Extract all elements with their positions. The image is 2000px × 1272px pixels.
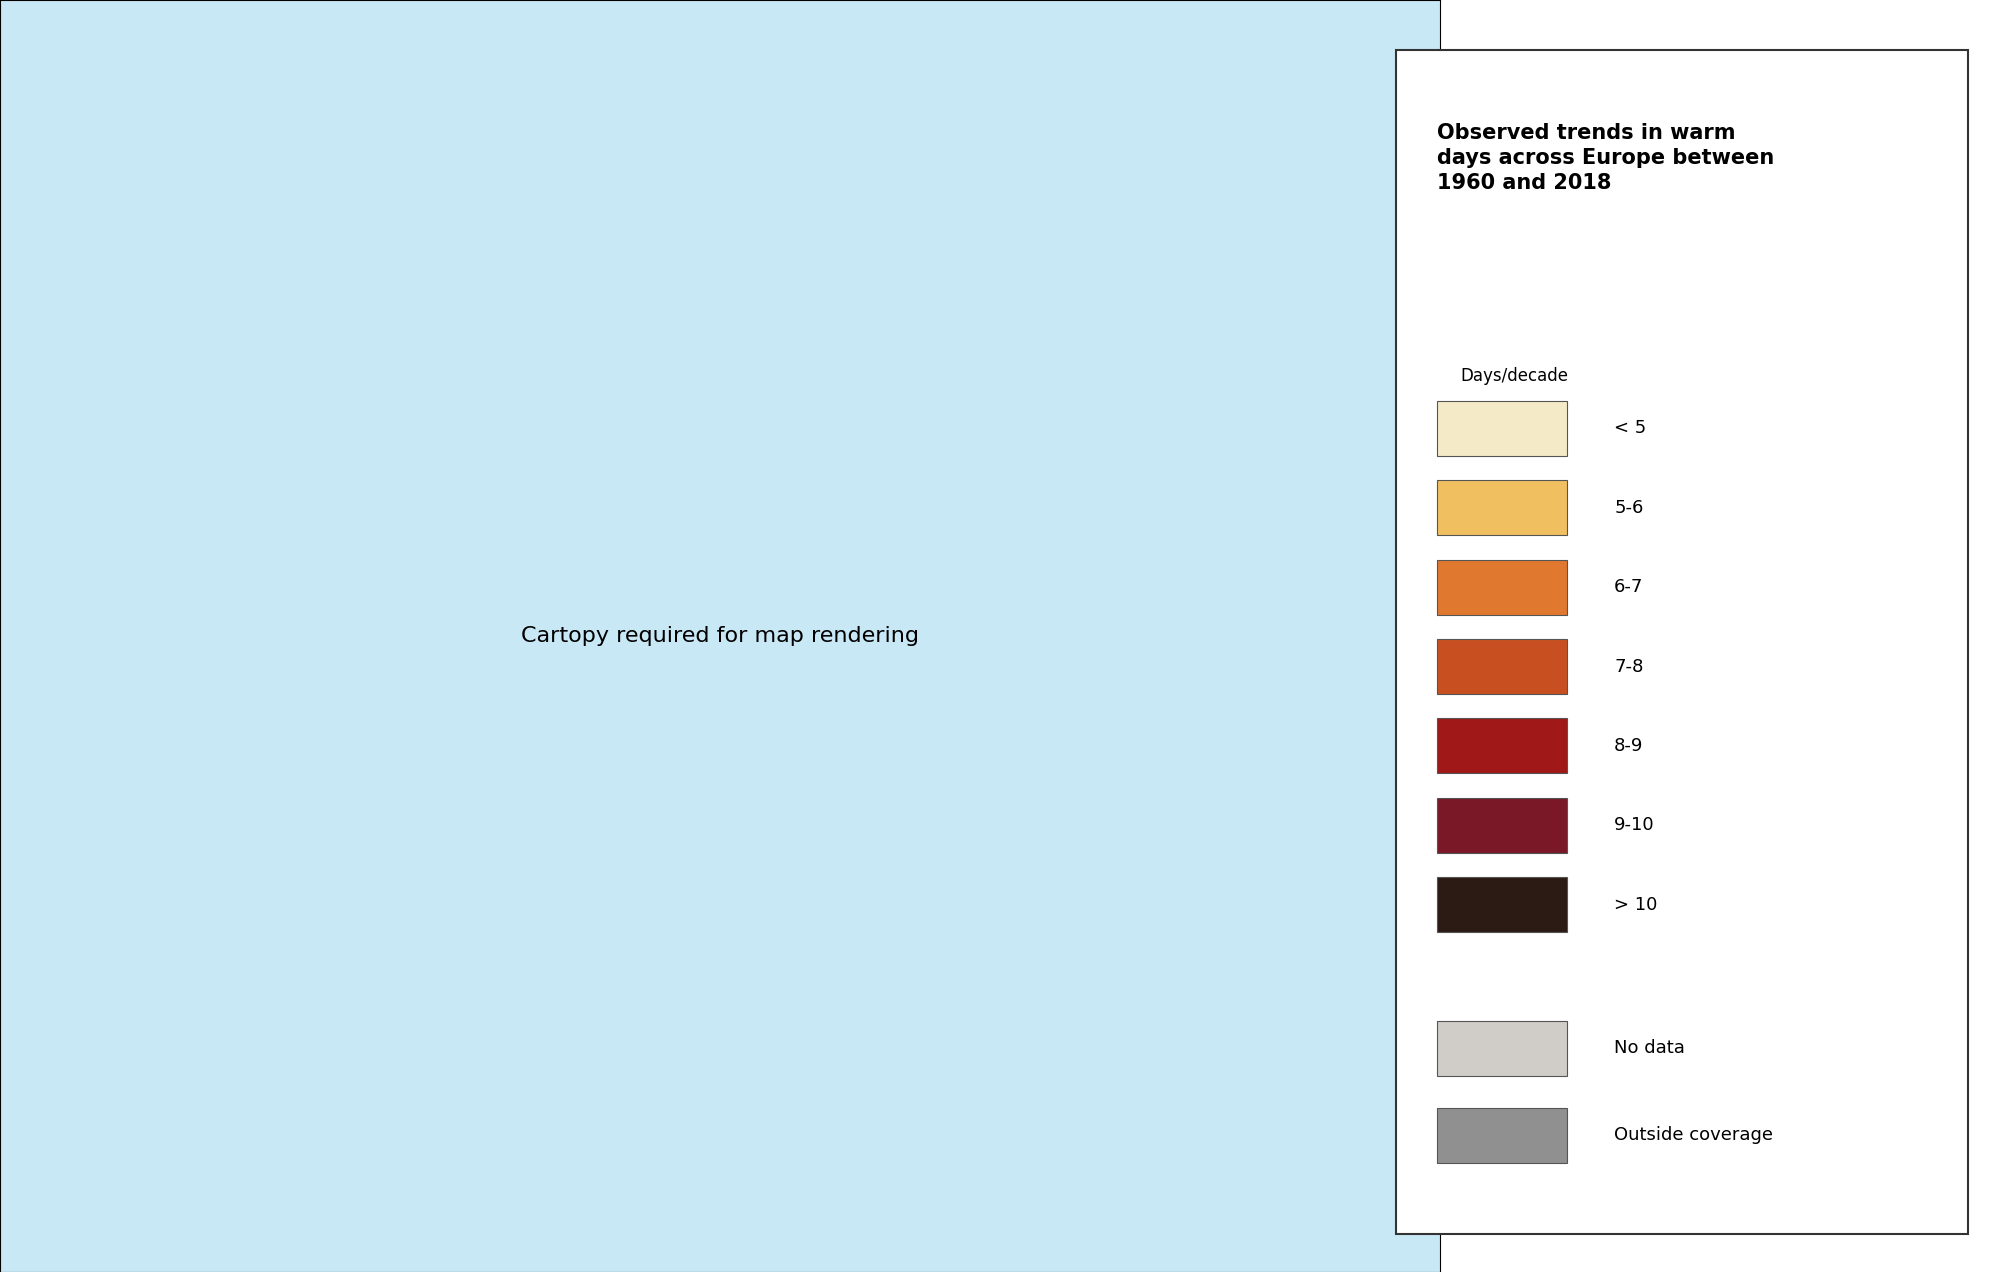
FancyBboxPatch shape (1438, 1108, 1568, 1163)
FancyBboxPatch shape (1438, 639, 1568, 695)
Text: > 10: > 10 (1614, 895, 1658, 913)
FancyBboxPatch shape (1396, 50, 1968, 1234)
FancyBboxPatch shape (1438, 878, 1568, 932)
Text: 7-8: 7-8 (1614, 658, 1644, 675)
Text: < 5: < 5 (1614, 420, 1646, 438)
FancyBboxPatch shape (1438, 719, 1568, 773)
Text: 5-6: 5-6 (1614, 499, 1644, 516)
Text: No data: No data (1614, 1039, 1686, 1057)
FancyBboxPatch shape (1438, 1020, 1568, 1076)
Text: 9-10: 9-10 (1614, 817, 1654, 834)
FancyBboxPatch shape (1438, 560, 1568, 614)
Text: 6-7: 6-7 (1614, 579, 1644, 597)
Text: Days/decade: Days/decade (1460, 368, 1568, 385)
FancyBboxPatch shape (1438, 401, 1568, 455)
Text: 8-9: 8-9 (1614, 736, 1644, 754)
FancyBboxPatch shape (1438, 798, 1568, 852)
Text: Observed trends in warm
days across Europe between
1960 and 2018: Observed trends in warm days across Euro… (1438, 123, 1774, 193)
Text: Cartopy required for map rendering: Cartopy required for map rendering (520, 626, 920, 646)
Text: Outside coverage: Outside coverage (1614, 1127, 1774, 1145)
FancyBboxPatch shape (1438, 481, 1568, 536)
